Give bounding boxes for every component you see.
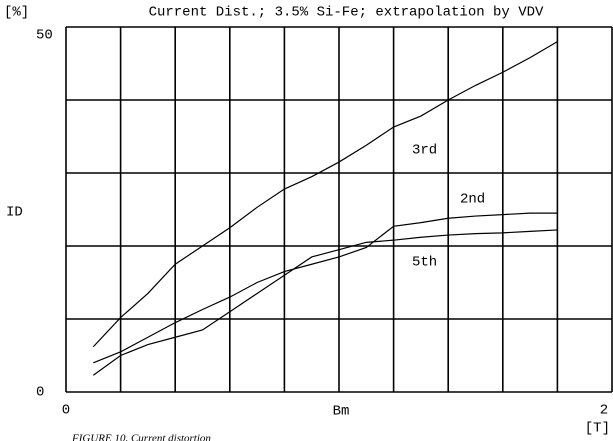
caption: FIGURE 10. Current distortion	[71, 433, 211, 441]
line-series	[92, 229, 558, 376]
line-series	[92, 41, 558, 348]
series-label: 5th	[412, 255, 437, 271]
x-tick-label: 2	[600, 403, 608, 419]
x-tick-label: 0	[62, 403, 70, 419]
x-unit: [T]	[585, 421, 610, 437]
y-unit: [%]	[4, 5, 29, 21]
x-label: Bm	[333, 404, 350, 420]
y-tick-label: 50	[36, 28, 53, 44]
chart-title: Current Dist.; 3.5% Si-Fe; extrapolation…	[149, 5, 544, 21]
y-tick-label: 0	[36, 385, 44, 401]
line-series	[93, 212, 558, 364]
series-label: 3rd	[412, 143, 437, 159]
series-label: 2nd	[460, 192, 485, 208]
y-label: ID	[6, 205, 23, 221]
